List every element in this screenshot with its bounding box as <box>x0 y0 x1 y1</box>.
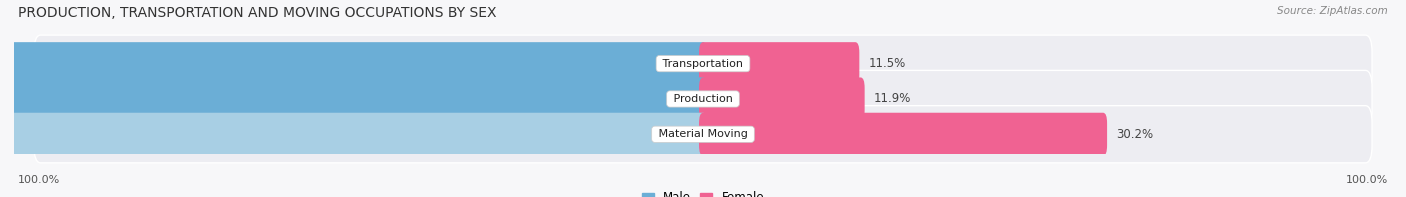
FancyBboxPatch shape <box>0 42 707 85</box>
Text: Material Moving: Material Moving <box>655 129 751 139</box>
Text: Production: Production <box>669 94 737 104</box>
Text: 30.2%: 30.2% <box>1116 128 1153 141</box>
FancyBboxPatch shape <box>0 77 707 121</box>
FancyBboxPatch shape <box>0 113 707 156</box>
Text: 100.0%: 100.0% <box>1346 175 1388 185</box>
FancyBboxPatch shape <box>699 77 865 121</box>
FancyBboxPatch shape <box>699 113 1107 156</box>
Text: Transportation: Transportation <box>659 59 747 69</box>
Text: PRODUCTION, TRANSPORTATION AND MOVING OCCUPATIONS BY SEX: PRODUCTION, TRANSPORTATION AND MOVING OC… <box>18 6 496 20</box>
FancyBboxPatch shape <box>34 106 1372 163</box>
Text: 100.0%: 100.0% <box>18 175 60 185</box>
Text: 11.5%: 11.5% <box>869 57 905 70</box>
FancyBboxPatch shape <box>34 70 1372 127</box>
Legend: Male, Female: Male, Female <box>637 187 769 197</box>
FancyBboxPatch shape <box>34 35 1372 92</box>
Text: 11.9%: 11.9% <box>875 92 911 105</box>
Text: Source: ZipAtlas.com: Source: ZipAtlas.com <box>1277 6 1388 16</box>
FancyBboxPatch shape <box>699 42 859 85</box>
